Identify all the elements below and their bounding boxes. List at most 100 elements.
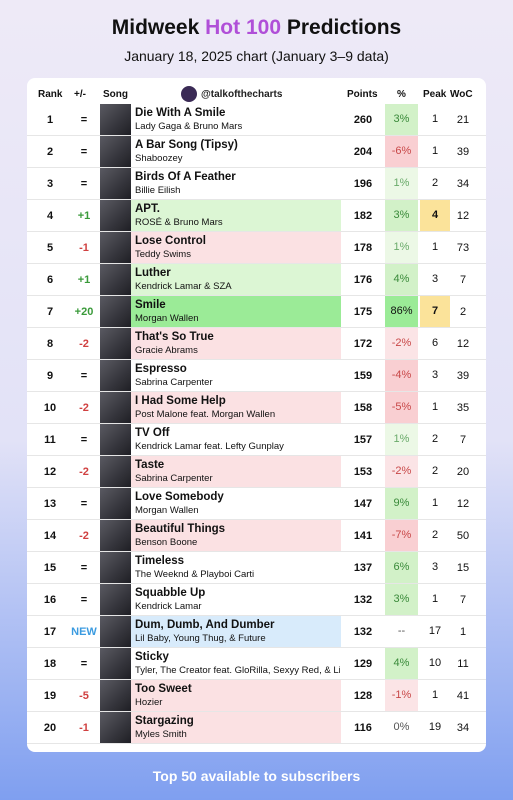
row-divider — [27, 551, 486, 552]
row-tint — [131, 328, 341, 359]
points: 158 — [353, 402, 373, 414]
pct: 1% — [385, 424, 418, 455]
rank: 10 — [43, 402, 57, 414]
rank: 20 — [43, 722, 57, 734]
album-art — [100, 200, 131, 231]
artist: Teddy Swims — [135, 249, 191, 260]
song-title: I Had Some Help — [135, 395, 226, 407]
subtitle: January 18, 2025 chart (January 3–9 data… — [124, 48, 389, 64]
song-title: Dum, Dumb, And Dumber — [135, 619, 275, 631]
row-divider — [27, 711, 486, 712]
points: 182 — [353, 210, 373, 222]
woc: 11 — [457, 658, 469, 670]
points: 141 — [353, 530, 373, 542]
pct: -2% — [385, 328, 418, 359]
pct: 3% — [385, 200, 418, 231]
song-title: Squabble Up — [135, 587, 206, 599]
pct: -1% — [385, 680, 418, 711]
title-part: Predictions — [286, 16, 402, 39]
artist: Hozier — [135, 697, 163, 708]
song-title: Smile — [135, 299, 166, 311]
points: 132 — [353, 594, 373, 606]
artist: Morgan Wallen — [135, 313, 199, 324]
points: 178 — [353, 242, 373, 254]
song-title: Love Somebody — [135, 491, 224, 503]
points: 129 — [353, 658, 373, 670]
rank: 8 — [46, 338, 54, 350]
peak: 1 — [431, 401, 439, 413]
artist: Billie Eilish — [135, 185, 181, 196]
row-divider — [27, 487, 486, 488]
woc: 15 — [456, 562, 470, 574]
album-art — [100, 424, 131, 455]
row-divider — [27, 743, 486, 744]
artist: Morgan Wallen — [135, 505, 199, 516]
album-art — [100, 168, 131, 199]
peak: 7 — [420, 296, 450, 327]
row-divider — [27, 327, 486, 328]
artist: Lil Baby, Young Thug, & Future — [135, 633, 266, 644]
change: +1 — [77, 210, 91, 222]
change: = — [80, 562, 88, 574]
rank: 17 — [43, 626, 57, 638]
points: 132 — [353, 626, 373, 638]
change: -1 — [79, 242, 89, 254]
song-title: That's So True — [135, 331, 214, 343]
artist: Post Malone feat. Morgan Wallen — [135, 409, 276, 420]
pct: 4% — [385, 648, 418, 679]
song-title: Luther — [135, 267, 171, 279]
artist: Benson Boone — [135, 537, 198, 548]
song-title: Stargazing — [135, 715, 194, 727]
points: 176 — [353, 274, 373, 286]
row-divider — [27, 263, 486, 264]
woc: 73 — [456, 242, 470, 254]
rank: 9 — [46, 370, 54, 382]
artist: Kendrick Lamar & SZA — [135, 281, 232, 292]
change: = — [80, 498, 88, 510]
peak: 4 — [420, 200, 450, 231]
woc: 1 — [459, 626, 467, 638]
pct: -6% — [385, 136, 418, 167]
pct: -7% — [385, 520, 418, 551]
rank: 6 — [46, 274, 54, 286]
woc: 12 — [456, 498, 470, 510]
rank: 4 — [46, 210, 54, 222]
pct: 1% — [385, 232, 418, 263]
peak: 1 — [431, 241, 439, 253]
row-tint — [131, 648, 341, 679]
song-title: Too Sweet — [135, 683, 192, 695]
artist: Kendrick Lamar feat. Lefty Gunplay — [135, 441, 284, 452]
artist: Kendrick Lamar — [135, 601, 202, 612]
artist: Myles Smith — [135, 729, 187, 740]
artist: Sabrina Carpenter — [135, 377, 213, 388]
row-divider — [27, 583, 486, 584]
column-header: Peak — [423, 89, 447, 100]
album-art — [100, 520, 131, 551]
album-art — [100, 104, 131, 135]
album-art — [100, 232, 131, 263]
change: = — [80, 594, 88, 606]
pct: -- — [385, 616, 418, 647]
woc: 7 — [459, 274, 467, 286]
peak: 1 — [431, 593, 439, 605]
row-tint — [131, 104, 341, 135]
peak: 3 — [431, 369, 439, 381]
change: -1 — [79, 722, 89, 734]
peak: 1 — [431, 113, 439, 125]
row-tint — [131, 424, 341, 455]
row-divider — [27, 391, 486, 392]
column-header: @talkofthecharts — [201, 89, 283, 100]
woc: 50 — [456, 530, 470, 542]
song-title: Espresso — [135, 363, 187, 375]
woc: 20 — [456, 466, 470, 478]
peak: 10 — [428, 657, 442, 669]
peak: 17 — [428, 625, 442, 637]
artist: Lady Gaga & Bruno Mars — [135, 121, 243, 132]
pct: 0% — [385, 712, 418, 743]
album-art — [100, 328, 131, 359]
pct: 86% — [385, 296, 418, 327]
pct: -4% — [385, 360, 418, 391]
album-art — [100, 296, 131, 327]
album-art — [100, 488, 131, 519]
